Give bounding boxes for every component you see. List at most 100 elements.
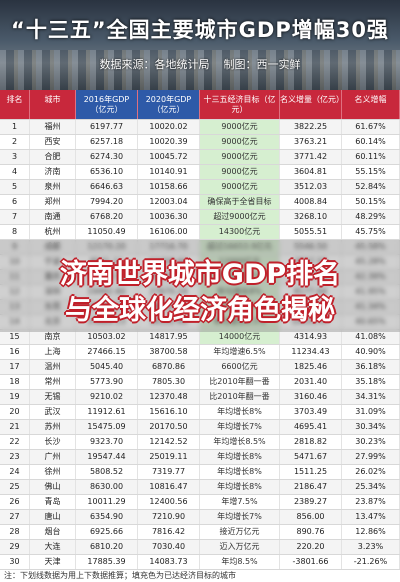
table-cell: 9210.02 <box>76 390 138 404</box>
table-cell: 9000亿元 <box>200 165 280 179</box>
table-cell: 比2010年翻一番 <box>200 390 280 404</box>
table-cell: 6536.10 <box>76 165 138 179</box>
table-cell: 25.34% <box>342 480 400 494</box>
table-cell: 8630.00 <box>76 480 138 494</box>
column-header: 名义增幅 <box>342 90 400 119</box>
table-cell: 15475.09 <box>76 420 138 434</box>
table-cell: 30 <box>0 555 30 569</box>
table-cell: 3771.42 <box>280 150 342 164</box>
table-cell: 郑州 <box>30 195 76 209</box>
table-row: 23 广州 19547.44 25019.11 年均增长8% 5471.67 27.99% <box>0 450 400 465</box>
table-cell: 12142.52 <box>138 435 200 449</box>
table-cell: 2 <box>0 135 30 149</box>
table-cell: 比2010年翻一番 <box>200 375 280 389</box>
table-cell: 7 <box>0 210 30 224</box>
table-cell: 6274.30 <box>76 150 138 164</box>
table-cell: 11234.43 <box>280 345 342 359</box>
overlay-band <box>0 240 400 332</box>
table-cell: 4008.84 <box>280 195 342 209</box>
table-cell: 杭州 <box>30 225 76 239</box>
table-cell: 45.75% <box>342 225 400 239</box>
table-cell: 1825.46 <box>280 360 342 374</box>
table-cell: 12370.48 <box>138 390 200 404</box>
table-cell: 5773.90 <box>76 375 138 389</box>
table-row: 6 郑州 7994.20 12003.04 确保高于全省目标 4008.84 50.15% <box>0 195 400 210</box>
table-cell: 9000亿元 <box>200 150 280 164</box>
table-cell: 40.90% <box>342 345 400 359</box>
table-cell: 10140.91 <box>138 165 200 179</box>
table-row: 4 济南 6536.10 10140.91 9000亿元 3604.81 55.15% <box>0 165 400 180</box>
table-cell: 4314.93 <box>280 330 342 344</box>
table-cell: 15 <box>0 330 30 344</box>
table-cell: 接近万亿元 <box>200 525 280 539</box>
table-cell: 济南 <box>30 165 76 179</box>
table-cell: 3160.46 <box>280 390 342 404</box>
table-cell: 60.14% <box>342 135 400 149</box>
column-header: 城市 <box>30 90 76 119</box>
table-cell: 22 <box>0 435 30 449</box>
table-row: 15 南京 10503.02 14817.95 14000亿元 4314.93 41.08% <box>0 330 400 345</box>
table-cell: 25 <box>0 480 30 494</box>
table-cell: 苏州 <box>30 420 76 434</box>
table-cell: 年均增长8% <box>200 405 280 419</box>
table-cell: 15616.10 <box>138 405 200 419</box>
table-cell: 5045.40 <box>76 360 138 374</box>
table-cell: 20 <box>0 405 30 419</box>
table-cell: 61.67% <box>342 120 400 134</box>
table-cell: 上海 <box>30 345 76 359</box>
table-cell: 西安 <box>30 135 76 149</box>
table-cell: 9000亿元 <box>200 120 280 134</box>
table-cell: 24 <box>0 465 30 479</box>
table-cell: 34.31% <box>342 390 400 404</box>
table-cell: 7994.20 <box>76 195 138 209</box>
table-cell: 大连 <box>30 540 76 554</box>
table-cell: 徐州 <box>30 465 76 479</box>
table-cell: 6600亿元 <box>200 360 280 374</box>
table-row: 8 杭州 11050.49 16106.00 14300亿元 5055.51 45.75% <box>0 225 400 240</box>
table-cell: 29 <box>0 540 30 554</box>
table-cell: 3604.81 <box>280 165 342 179</box>
table-cell: -3801.66 <box>280 555 342 569</box>
table-cell: 7210.90 <box>138 510 200 524</box>
table-row: 16 上海 27466.15 38700.58 年均增速6.5% 11234.43 40.9… <box>0 345 400 360</box>
table-cell: 21 <box>0 420 30 434</box>
table-cell: 12003.04 <box>138 195 200 209</box>
table-cell: 年增7.5% <box>200 495 280 509</box>
table-cell: 17885.39 <box>76 555 138 569</box>
table-cell: 长沙 <box>30 435 76 449</box>
table-cell: 南京 <box>30 330 76 344</box>
table-cell: 27 <box>0 510 30 524</box>
table-cell: 52.84% <box>342 180 400 194</box>
overlay-headline: 济南世界城市GDP排名 <box>59 259 341 290</box>
table-row: 28 烟台 6925.66 7816.42 接近万亿元 890.76 12.86% <box>0 525 400 540</box>
table-cell: 14083.73 <box>138 555 200 569</box>
table-cell: 6925.66 <box>76 525 138 539</box>
table-cell: 10020.02 <box>138 120 200 134</box>
table-cell: 年均增速6.5% <box>200 345 280 359</box>
table-cell: 3268.10 <box>280 210 342 224</box>
table-cell: 6257.18 <box>76 135 138 149</box>
table-cell: 25019.11 <box>138 450 200 464</box>
table-cell: -21.26% <box>342 555 400 569</box>
table-cell: 年均增长8% <box>200 480 280 494</box>
table-row: 26 青岛 10011.29 12400.56 年增7.5% 2389.27 23.87% <box>0 495 400 510</box>
table-cell: 南通 <box>30 210 76 224</box>
table-cell: 3703.49 <box>280 405 342 419</box>
table-cell: 常州 <box>30 375 76 389</box>
table-cell: 11050.49 <box>76 225 138 239</box>
table-cell: 7319.77 <box>138 465 200 479</box>
table-cell: 14000亿元 <box>200 330 280 344</box>
table-cell: 55.15% <box>342 165 400 179</box>
table-row: 20 武汉 11912.61 15616.10 年均增长8% 3703.49 31.09% <box>0 405 400 420</box>
column-header: 2020年GDP（亿元） <box>138 90 200 119</box>
table-cell: 18 <box>0 375 30 389</box>
table-cell: 220.20 <box>280 540 342 554</box>
table-row: 25 佛山 8630.00 10816.47 年均增长8% 2186.47 25.34% <box>0 480 400 495</box>
table-cell: 7805.30 <box>138 375 200 389</box>
table-cell: 烟台 <box>30 525 76 539</box>
subtitle: 数据来源：各地统计局 制图：西一实鲜 <box>99 58 301 71</box>
table-cell: 6 <box>0 195 30 209</box>
table-cell: 60.11% <box>342 150 400 164</box>
table-cell: 31.09% <box>342 405 400 419</box>
